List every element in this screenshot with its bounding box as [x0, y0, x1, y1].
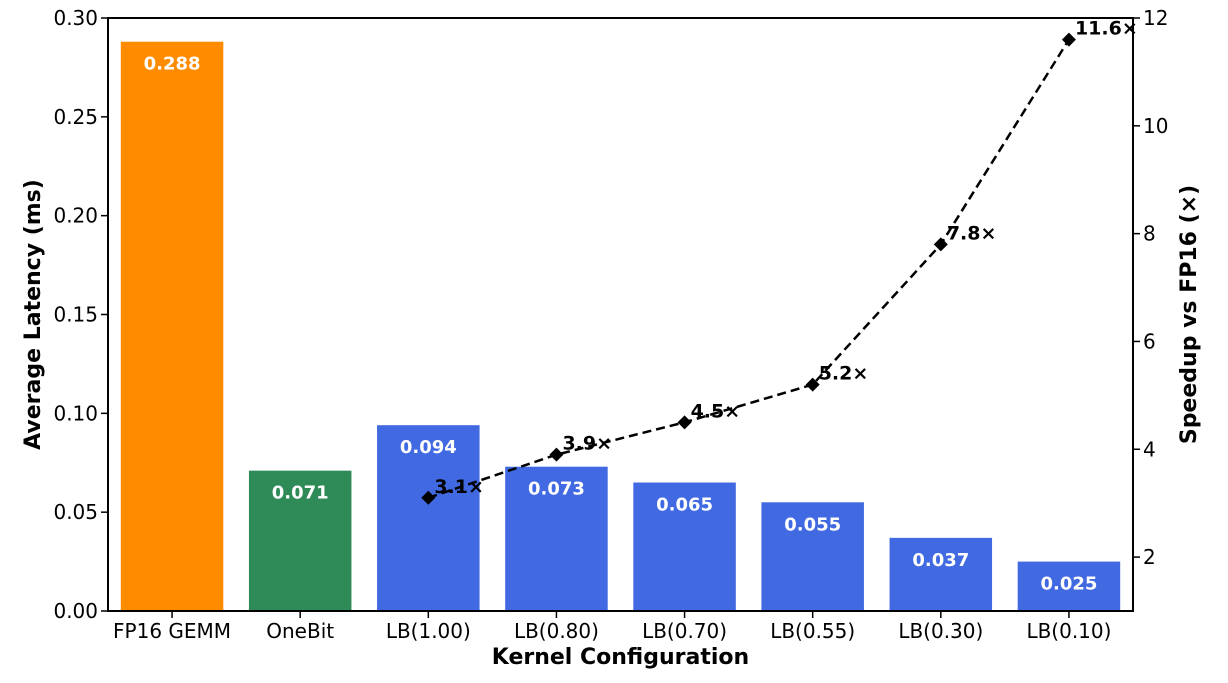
- bar-4: [505, 466, 608, 611]
- bar-7: [889, 537, 993, 611]
- bar-1: [120, 41, 224, 612]
- x-tick-label: LB(0.80): [514, 619, 599, 643]
- speedup-marker: [1061, 32, 1076, 47]
- bar-value-label: 0.073: [528, 479, 585, 500]
- speedup-label: 11.6×: [1075, 18, 1138, 40]
- y2-tick-label: 6: [1143, 329, 1156, 353]
- x-tick-label: LB(0.70): [642, 619, 727, 643]
- speedup-label: 7.8×: [947, 222, 997, 244]
- y2-tick-label: 10: [1143, 114, 1168, 138]
- speedup-marker: [421, 490, 436, 505]
- y-tick-label: 0.05: [53, 500, 98, 524]
- speedup-line-layer: 3.1× 3.9× 4.5× 5.2× 7.8× 11.6×: [421, 18, 1138, 505]
- x-tick-label: FP16 GEMM: [113, 619, 231, 643]
- speedup-label: 3.9×: [562, 433, 612, 455]
- x-tick-label: LB(0.10): [1026, 619, 1111, 643]
- bar-2: [248, 470, 352, 611]
- y-axis-title: Average Latency (ms): [21, 179, 46, 450]
- bar-8: [1017, 561, 1121, 611]
- y-tick-label: 0.15: [53, 303, 98, 327]
- y-tick-label: 0.25: [53, 105, 98, 129]
- axes-layer: 0.00 0.05 0.10 0.15 0.20 0.25 0.30 2 4 6 8 10 12 FP16…: [53, 6, 1168, 643]
- x-axis-title: Kernel Configuration: [492, 645, 749, 670]
- y-tick-label: 0.20: [53, 204, 98, 228]
- bar-3: [377, 425, 480, 611]
- bar-value-label: 0.071: [272, 483, 329, 504]
- speedup-label: 3.1×: [434, 476, 484, 498]
- x-tick-label: OneBit: [266, 619, 334, 643]
- y2-axis-title: Speedup vs FP16 (×): [1177, 185, 1202, 444]
- speedup-marker: [933, 237, 948, 252]
- speedup-line: [427, 38, 1070, 499]
- speedup-marker: [805, 377, 820, 392]
- x-tick-label: LB(0.55): [770, 619, 855, 643]
- y2-tick-label: 2: [1143, 545, 1156, 569]
- speedup-label: 4.5×: [691, 400, 741, 422]
- y-tick-label: 0.00: [53, 599, 98, 623]
- y2-tick-label: 8: [1143, 222, 1156, 246]
- bar-value-label: 0.065: [656, 495, 713, 516]
- y2-tick-label: 4: [1143, 437, 1156, 461]
- bar-value-label: 0.094: [400, 437, 457, 458]
- speedup-marker: [677, 415, 692, 430]
- bar-value-label: 0.037: [912, 550, 969, 571]
- bar-5: [633, 482, 736, 611]
- bar-value-label: 0.025: [1040, 574, 1097, 595]
- y-tick-label: 0.30: [53, 6, 98, 30]
- x-tick-label: LB(0.30): [898, 619, 983, 643]
- y-tick-label: 0.10: [53, 401, 98, 425]
- bar-value-label: 0.288: [144, 54, 201, 75]
- y2-tick-label: 12: [1143, 6, 1168, 30]
- bar-value-label: 0.055: [784, 514, 841, 535]
- speedup-marker: [549, 447, 564, 462]
- x-tick-label: LB(1.00): [386, 619, 471, 643]
- speedup-label: 5.2×: [819, 363, 869, 385]
- bars-layer: 0.288 0.071 0.094 0.073 0.065 0.055 0.037 0.025: [120, 41, 1121, 612]
- bar-6: [761, 502, 864, 611]
